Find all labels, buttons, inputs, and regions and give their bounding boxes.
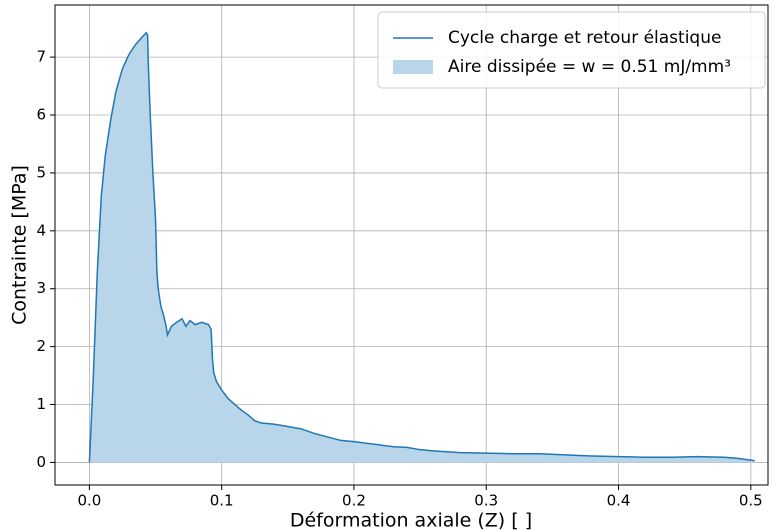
legend-label: Cycle charge et retour élastique bbox=[448, 28, 721, 48]
y-tick-label: 1 bbox=[36, 395, 46, 413]
legend-label: Aire dissipée = w = 0.51 mJ/mm³ bbox=[448, 57, 731, 77]
y-tick-label: 6 bbox=[36, 106, 46, 124]
legend-swatch bbox=[393, 60, 433, 74]
legend-box bbox=[377, 11, 766, 89]
x-tick-label: 0.5 bbox=[739, 492, 763, 510]
y-axis-label: Contrainte [MPa] bbox=[9, 165, 31, 325]
y-tick-label: 7 bbox=[36, 48, 46, 66]
y-tick-label: 4 bbox=[36, 221, 46, 239]
x-tick-label: 0.2 bbox=[342, 492, 366, 510]
x-tick-label: 0.0 bbox=[77, 492, 101, 510]
y-tick-label: 0 bbox=[36, 453, 46, 471]
x-tick-label: 0.1 bbox=[210, 492, 234, 510]
y-tick-label: 2 bbox=[36, 337, 46, 355]
data-line bbox=[88, 31, 755, 463]
x-axis-label: Déformation axiale (Z) [ ] bbox=[290, 510, 532, 531]
plot-frame bbox=[54, 4, 769, 486]
fill-area bbox=[89, 32, 755, 463]
y-tick-label: 5 bbox=[36, 163, 46, 181]
x-tick-label: 0.4 bbox=[607, 492, 631, 510]
x-tick-label: 0.3 bbox=[474, 492, 498, 510]
y-tick-label: 3 bbox=[36, 279, 46, 297]
